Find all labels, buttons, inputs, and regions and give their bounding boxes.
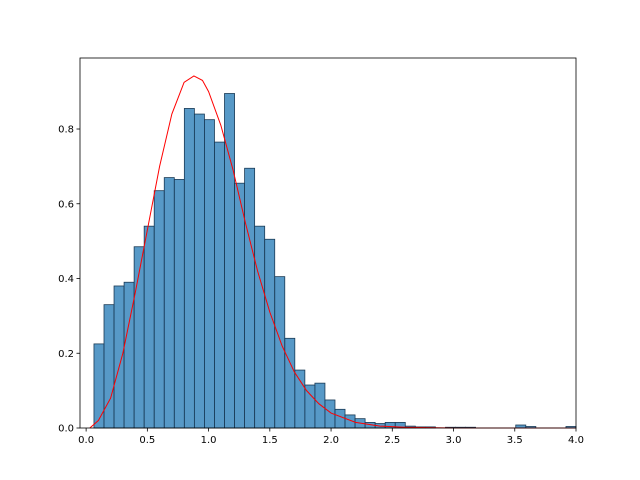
histogram-bar [113, 285, 125, 429]
histogram-bar [193, 113, 205, 429]
histogram-bar [183, 108, 195, 429]
x-tick-label: 1.5 [262, 435, 278, 446]
histogram-bar [284, 337, 296, 429]
histogram-bar [214, 141, 225, 429]
histogram-bar [264, 238, 276, 429]
histogram-bar [304, 384, 316, 429]
histogram-bar [103, 304, 115, 429]
y-tick-label: 0.8 [58, 125, 74, 136]
y-tick-label: 0.6 [58, 199, 74, 210]
histogram-bar [254, 225, 266, 429]
x-tick-label: 2.5 [384, 435, 400, 446]
histogram-bar [204, 119, 215, 429]
histogram-bar [143, 225, 155, 429]
x-tick-label: 4.0 [568, 435, 584, 446]
histogram-bar [314, 382, 326, 429]
histogram-bar [93, 343, 105, 429]
axes-frame [79, 57, 577, 429]
y-tick-label: 0.2 [58, 349, 74, 360]
histogram-bar [173, 179, 185, 429]
x-tick-label: 0.0 [78, 435, 94, 446]
x-tick-label: 3.5 [507, 435, 523, 446]
histogram-bar [153, 190, 165, 429]
histogram-bar [334, 408, 346, 429]
x-tick-label: 2.0 [323, 435, 339, 446]
histogram-bar [234, 182, 245, 429]
histogram-bar [294, 369, 306, 429]
density-curve [89, 75, 576, 429]
x-tick-label: 0.5 [139, 435, 155, 446]
histogram-bar [244, 167, 256, 429]
x-tick-label: 3.0 [446, 435, 462, 446]
x-tick-label: 1.0 [201, 435, 217, 446]
y-tick-label: 0.4 [58, 274, 74, 285]
histogram-bar [274, 276, 286, 429]
y-tick-label: 0.0 [58, 424, 74, 435]
histogram-bar [163, 177, 175, 429]
